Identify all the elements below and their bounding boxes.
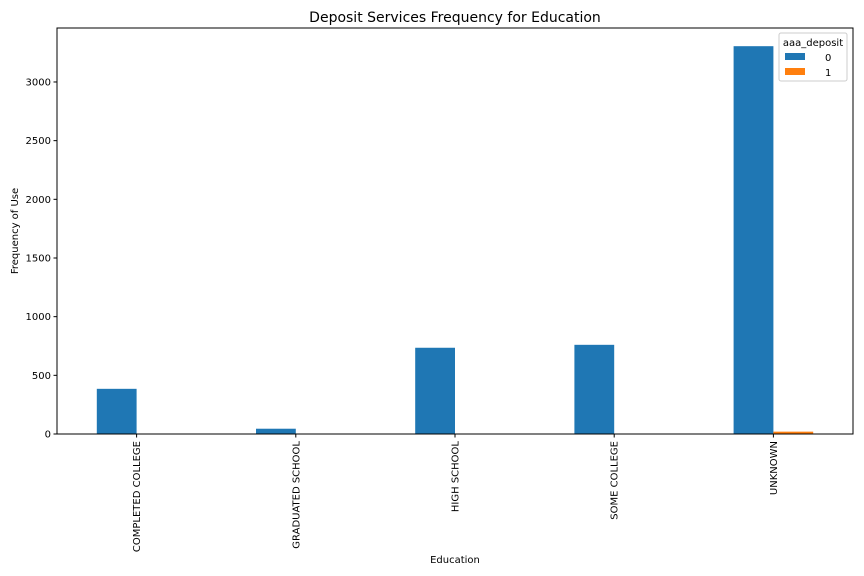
bar-0-completed-college [96,388,137,434]
y-tick-label: 2000 [26,195,51,206]
legend-label-1: 1 [825,68,831,79]
bar-1-unknown [773,431,814,434]
x-tick-label: UNKNOWN [769,441,780,495]
bar-0-some-college [574,344,615,434]
y-axis-label: Frequency of Use [10,188,21,274]
y-tick-label: 0 [45,430,51,441]
y-tick-label: 2500 [26,136,51,147]
x-axis: COMPLETED COLLEGE GRADUATED SCHOOL HIGH SC… [132,434,780,552]
y-tick-label: 1500 [26,253,51,264]
bar-0-high-school [415,347,455,434]
y-axis: 0 500 1000 1500 2000 2500 3000 [26,77,57,441]
x-tick-label: GRADUATED SCHOOL [291,441,302,549]
x-tick-label: SOME COLLEGE [610,441,621,520]
bar-0-unknown [733,46,774,434]
y-tick-label: 3000 [26,77,51,88]
legend-label-0: 0 [825,53,831,64]
bars-layer [96,46,814,434]
bar-0-graduated-school [256,428,296,434]
legend-title: aaa_deposit [783,38,843,49]
legend-swatch-0 [785,53,805,60]
x-tick-label: HIGH SCHOOL [451,441,462,513]
legend-swatch-1 [785,68,805,75]
x-axis-label: Education [430,555,480,566]
legend: aaa_deposit 0 1 [778,32,848,82]
x-tick-label: COMPLETED COLLEGE [132,441,143,552]
y-tick-label: 1000 [26,312,51,323]
chart-title: Deposit Services Frequency for Education [309,10,601,26]
y-tick-label: 500 [32,371,51,382]
